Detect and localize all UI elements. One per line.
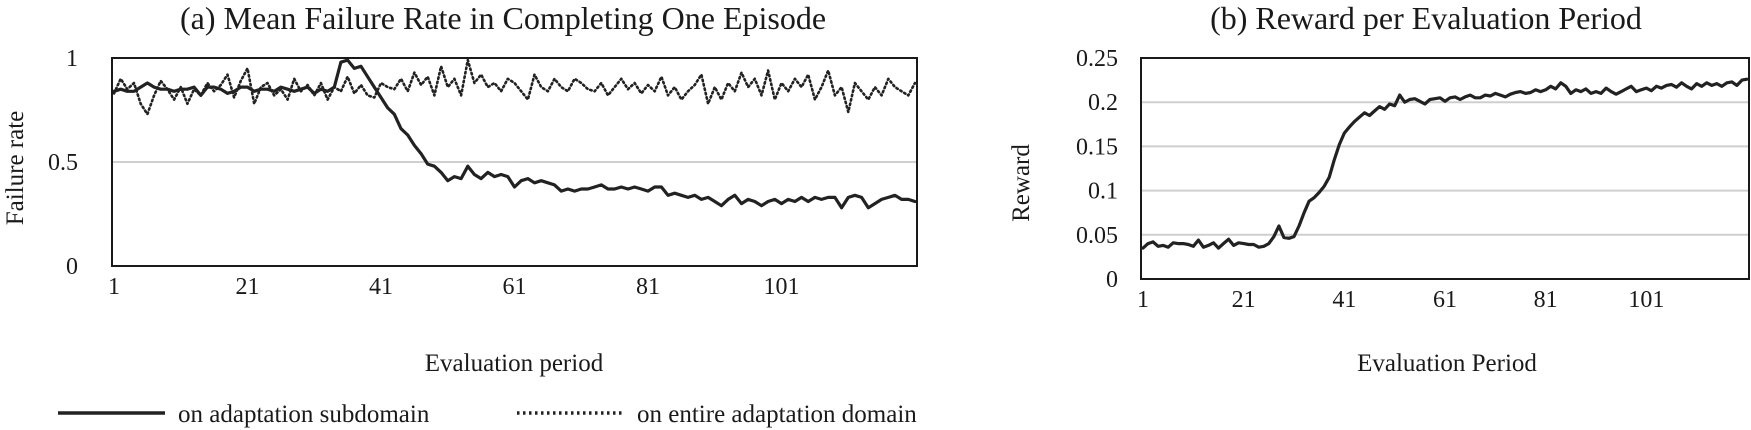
x-tick-label: 61 xyxy=(503,274,527,300)
y-tick-label: 0.25 xyxy=(1076,46,1118,72)
y-tick-label: 0.2 xyxy=(1088,90,1118,116)
x-tick-label: 1 xyxy=(108,274,120,300)
legend: on adaptation subdomain on entire adapta… xyxy=(58,401,917,428)
y-tick-label: 0.1 xyxy=(1088,179,1118,205)
chart-a-y-axis-label: Failure rate xyxy=(2,111,29,226)
x-tick-label: 101 xyxy=(1628,287,1664,313)
chart-a-plot-frame xyxy=(111,57,918,267)
y-tick-label: 0.5 xyxy=(48,150,78,176)
x-tick-label: 81 xyxy=(636,274,660,300)
chart-b-title: (b) Reward per Evaluation Period xyxy=(1210,0,1642,36)
y-tick-label: 1 xyxy=(66,46,78,72)
failure-rate-chart: (a) Mean Failure Rate in Completing One … xyxy=(2,0,918,377)
chart-a-y-ticks: 00.51 xyxy=(48,46,78,280)
x-tick-label: 1 xyxy=(1137,287,1149,313)
chart-a-x-ticks: 1 21 41 61 81 101 xyxy=(108,274,800,300)
chart-a-series xyxy=(112,58,917,210)
x-tick-label: 81 xyxy=(1534,287,1558,313)
x-tick-label: 61 xyxy=(1433,287,1457,313)
chart-b-x-axis-label: Evaluation Period xyxy=(1357,350,1537,377)
y-tick-label: 0.05 xyxy=(1076,223,1118,249)
legend-label-entire-adaptation-domain: on entire adaptation domain xyxy=(637,401,917,428)
series-line-solid xyxy=(112,58,917,210)
chart-b-y-axis-label: Reward xyxy=(1008,144,1035,222)
y-tick-label: 0 xyxy=(1106,267,1118,293)
chart-b-plot-frame xyxy=(1140,57,1750,280)
chart-a-x-axis-label: Evaluation period xyxy=(425,350,604,377)
chart-b-grid xyxy=(1141,101,1749,236)
legend-label-adaptation-subdomain: on adaptation subdomain xyxy=(178,401,430,428)
chart-a-title: (a) Mean Failure Rate in Completing One … xyxy=(180,0,826,36)
chart-b-x-ticks: 1 21 41 61 81 101 xyxy=(1137,287,1664,313)
x-tick-label: 21 xyxy=(236,274,260,300)
x-tick-label: 21 xyxy=(1232,287,1256,313)
x-tick-label: 41 xyxy=(1332,287,1356,313)
y-tick-label: 0 xyxy=(66,254,78,280)
chart-b-series xyxy=(1141,77,1749,250)
x-tick-label: 101 xyxy=(764,274,800,300)
x-tick-label: 41 xyxy=(369,274,393,300)
chart-b-y-ticks: 0 0.05 0.1 0.15 0.2 0.25 xyxy=(1076,46,1118,293)
y-tick-label: 0.15 xyxy=(1076,134,1118,160)
reward-chart: (b) Reward per Evaluation Period 0 0.05 0.… xyxy=(1008,0,1750,377)
series-line-dotted xyxy=(112,58,917,116)
series-line-solid xyxy=(1141,77,1749,250)
